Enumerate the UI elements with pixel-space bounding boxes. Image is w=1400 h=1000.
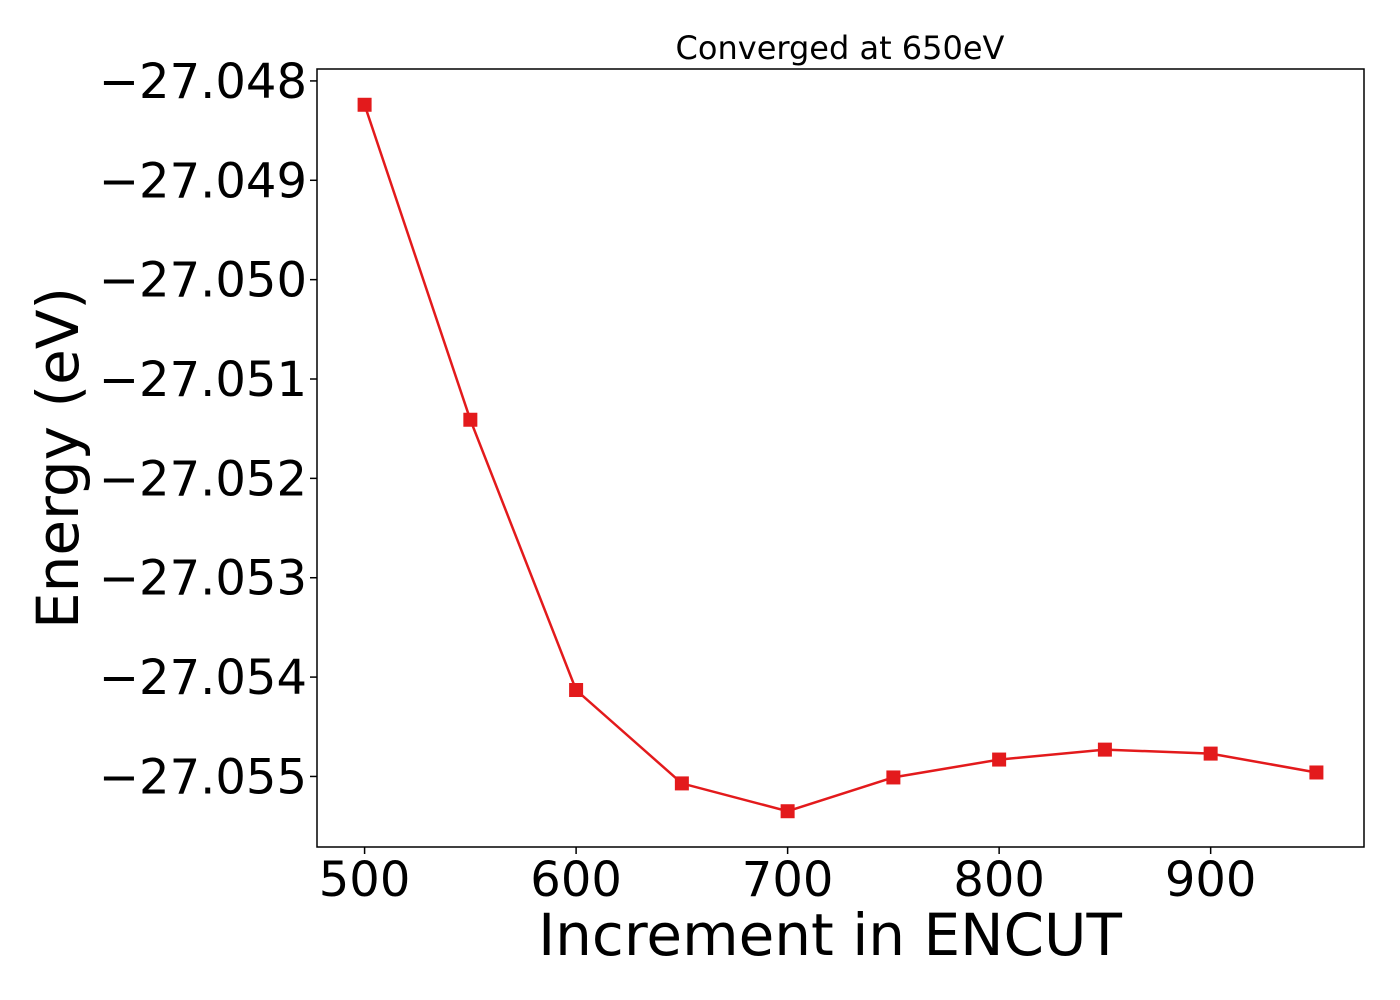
y-axis-label: Energy (eV) [24,287,92,629]
data-point-marker [1203,746,1218,761]
y-tick-label: −27.051 [99,352,307,408]
x-tick-label: 700 [742,852,834,908]
y-tick-label: −27.055 [99,749,307,805]
y-tick-label: −27.049 [99,153,307,209]
x-tick-label: 500 [319,852,411,908]
y-tick-label: −27.054 [99,650,307,706]
data-point-marker [1309,765,1324,780]
plot-frame [316,68,1365,848]
y-tick-label: −27.052 [99,451,307,507]
y-tick-label: −27.048 [99,54,307,110]
x-tick-label: 900 [1165,852,1257,908]
data-point-marker [463,412,478,427]
y-axis-ticks: −27.048 −27.049 −27.050 −27.051 −27.052 −27.0… [99,54,317,805]
series-line [363,104,1317,813]
x-tick-label: 800 [953,852,1045,908]
chart-title: Converged at 650eV [676,29,1005,67]
data-point-marker [674,776,689,791]
data-point-marker [569,683,584,698]
data-point-marker [780,804,795,819]
x-axis-label: Increment in ENCUT [538,901,1122,969]
plot-background [317,69,1364,847]
x-axis-ticks: 500 600 700 800 900 [319,847,1257,908]
y-tick-label: −27.050 [99,253,307,309]
series-layer [357,97,1324,819]
y-tick-label: −27.053 [99,551,307,607]
data-point-marker [357,97,372,112]
x-tick-label: 600 [530,852,622,908]
data-point-marker [992,752,1007,767]
data-point-marker [886,770,901,785]
data-point-marker [1097,742,1112,757]
